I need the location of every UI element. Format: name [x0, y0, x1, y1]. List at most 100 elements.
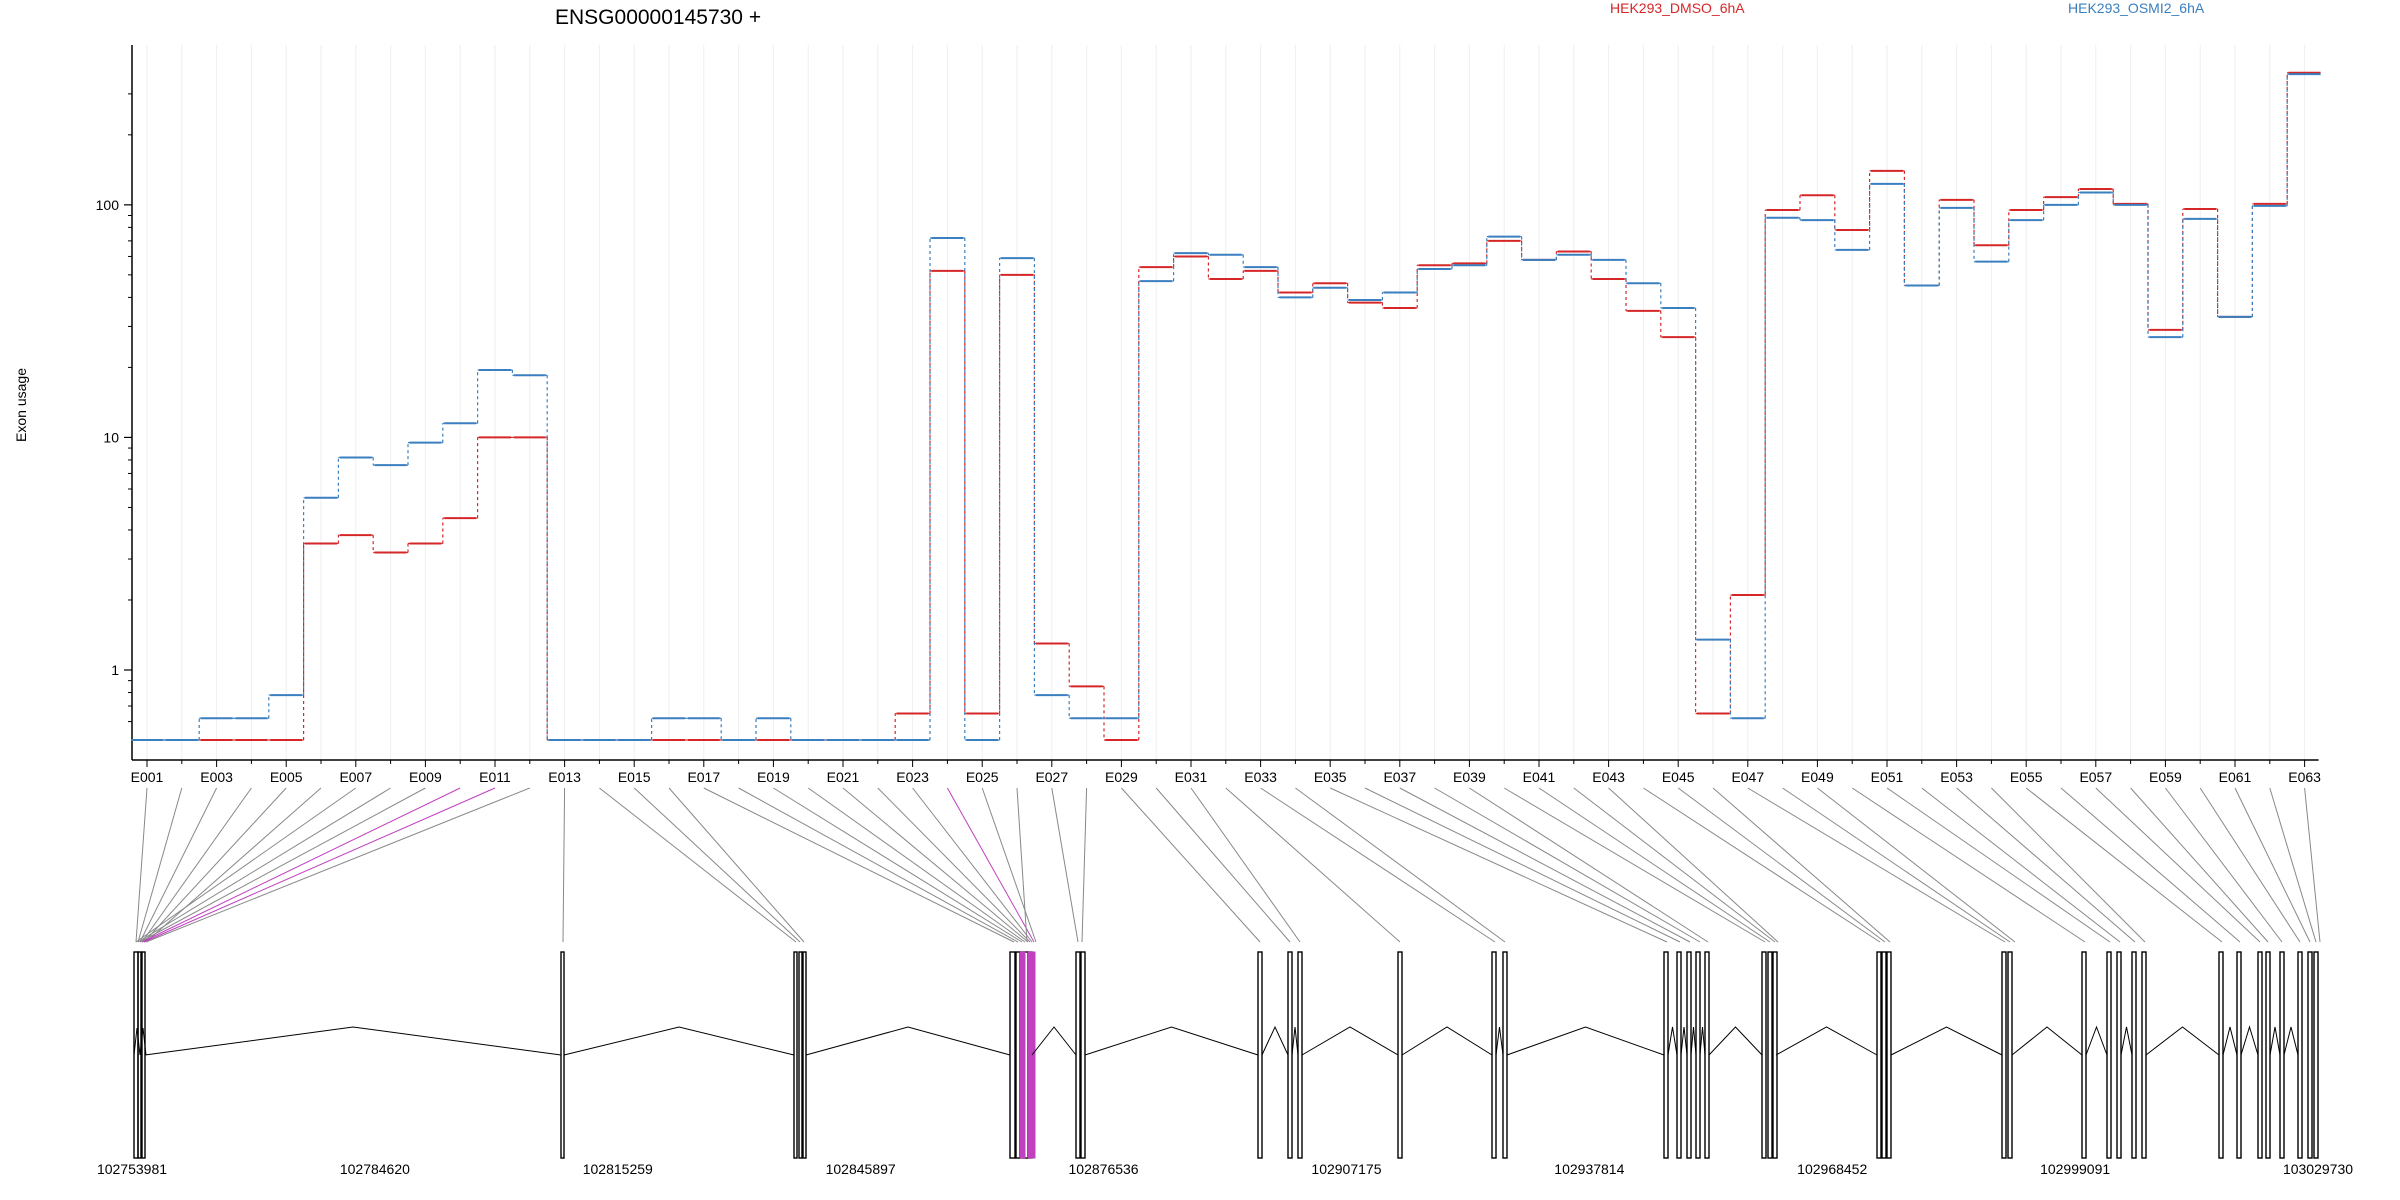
x-tick-label: E009 — [409, 769, 442, 785]
legend-label-dmso: HEK293_DMSO_6hA — [1610, 0, 1745, 16]
intron-chevron — [1261, 1025, 1289, 1056]
exon-connector — [738, 787, 1019, 943]
genomic-tick-label: 102937814 — [1554, 1161, 1624, 1177]
series-1 — [131, 73, 2321, 741]
exon-connector — [1712, 787, 1891, 943]
exon-connector — [842, 787, 1029, 943]
intron-chevron — [805, 1026, 1011, 1056]
x-tick-label: E021 — [827, 769, 860, 785]
exon-connector — [2234, 787, 2311, 943]
exon-block — [2001, 951, 2007, 1159]
exon-block — [1761, 951, 1767, 1159]
exon-connector — [141, 787, 461, 943]
genomic-tick-label: 102999091 — [2040, 1161, 2110, 1177]
exon-connector — [139, 787, 426, 943]
exon-connector — [143, 787, 287, 943]
exon-connector — [141, 787, 252, 943]
highlighted-exon — [1030, 951, 1036, 1159]
exon-connector — [1782, 787, 2011, 943]
x-tick-label: E043 — [1592, 769, 1625, 785]
exon-block — [1686, 951, 1692, 1159]
x-tick-label: E059 — [2149, 769, 2182, 785]
exon-connector — [2304, 787, 2321, 943]
exon-block — [1491, 951, 1497, 1159]
intron-chevron — [2283, 1026, 2299, 1056]
x-tick-label: E053 — [1940, 769, 1973, 785]
intron-chevron — [2011, 1026, 2083, 1056]
exon-block — [1075, 951, 1081, 1159]
genomic-tick-label: 102845897 — [826, 1161, 896, 1177]
x-tick-label: E037 — [1383, 769, 1416, 785]
exon-connector — [1081, 787, 1088, 943]
exon-connector — [946, 787, 1035, 943]
exon-connector — [2165, 787, 2283, 943]
exon-connector — [981, 787, 1037, 943]
exon-connector — [1016, 787, 1028, 943]
x-tick-label: E017 — [687, 769, 720, 785]
exon-connector — [1364, 787, 1681, 943]
exon-connector — [2130, 787, 2269, 943]
exon-block — [2116, 951, 2122, 1159]
genomic-tick-label: 102753981 — [97, 1161, 167, 1177]
x-tick-label: E057 — [2079, 769, 2112, 785]
y-tick-label: 100 — [96, 197, 120, 213]
exon-connector — [1851, 787, 2086, 943]
x-tick-label: E049 — [1801, 769, 1834, 785]
exon-connector — [145, 787, 322, 943]
x-tick-label: E015 — [618, 769, 651, 785]
exon-block — [2313, 951, 2319, 1159]
intron-chevron — [1699, 1026, 1706, 1056]
exon-connector — [1921, 787, 2121, 943]
exon-connector — [1747, 787, 2006, 943]
exon-block — [141, 951, 146, 1159]
exon-block — [1502, 951, 1508, 1159]
x-tick-label: E045 — [1662, 769, 1695, 785]
genomic-tick-label: 102815259 — [583, 1161, 653, 1177]
exon-connector — [1991, 787, 2146, 943]
highlighted-exon — [1019, 951, 1026, 1159]
exon-connector — [2025, 787, 2223, 943]
intron-chevron — [2240, 1025, 2259, 1056]
x-tick-label: E027 — [1035, 769, 1068, 785]
exon-block — [1080, 951, 1086, 1159]
exon-connector — [668, 787, 805, 943]
exon-connector — [1573, 787, 1776, 943]
exon-connector — [1051, 787, 1079, 943]
exon-connector — [1886, 787, 2111, 943]
exon-connector — [1538, 787, 1771, 943]
intron-chevron — [1667, 1026, 1678, 1056]
intron-chevron — [1401, 1026, 1493, 1056]
exon-block — [1704, 951, 1710, 1159]
exon-connector — [143, 787, 496, 943]
intron-chevron — [1775, 1026, 1878, 1056]
x-tick-label: E019 — [757, 769, 790, 785]
exon-connector — [1469, 787, 1709, 943]
intron-chevron — [1680, 1026, 1688, 1056]
x-tick-label: E007 — [339, 769, 372, 785]
x-tick-label: E039 — [1453, 769, 1486, 785]
grid-lines — [146, 45, 2306, 760]
chart-title: ENSG00000145730 + — [555, 6, 761, 29]
exon-block — [798, 951, 803, 1159]
intron-chevron — [1301, 1026, 1399, 1056]
exon-connectors — [135, 787, 2321, 943]
exon-connector — [1608, 787, 1779, 943]
x-tick-label: E035 — [1314, 769, 1347, 785]
y-tick-label: 1 — [111, 662, 119, 678]
exon-connector — [1399, 787, 1691, 943]
exon-connector — [2199, 787, 2301, 943]
exon-connector — [1503, 787, 1766, 943]
exon-block — [2106, 951, 2112, 1159]
exon-block — [2131, 951, 2137, 1159]
y-tick-label: 10 — [103, 429, 119, 445]
exon-connector — [703, 787, 1015, 943]
series-lines — [131, 71, 2321, 741]
intron-chevron — [2269, 1026, 2281, 1056]
exon-block — [1297, 951, 1303, 1159]
x-tick-label: E055 — [2010, 769, 2043, 785]
intron-chevron — [563, 1026, 795, 1056]
exon-connector — [773, 787, 1023, 943]
exon-block — [2218, 951, 2224, 1159]
exon-connector — [1643, 787, 1881, 943]
